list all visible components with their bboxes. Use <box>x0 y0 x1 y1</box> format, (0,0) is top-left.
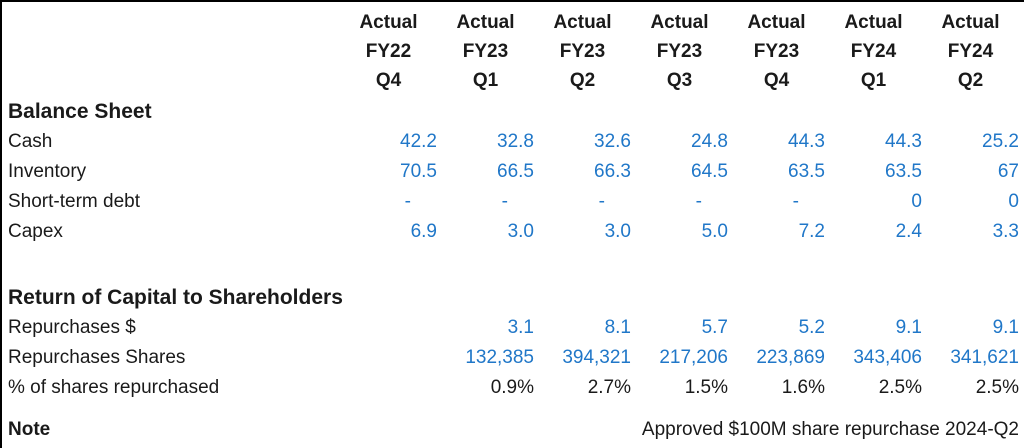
cell-value[interactable]: 66.5 <box>497 161 534 182</box>
cell-value[interactable]: 341,621 <box>950 347 1019 368</box>
column-header-fy23-q2[interactable]: Actual FY23 Q2 <box>534 8 631 95</box>
row-inventory: Inventory 70.5 66.5 66.3 64.5 63.5 63.5 … <box>8 157 1019 187</box>
column-header-fy23-q1[interactable]: Actual FY23 Q1 <box>437 8 534 95</box>
scenario-label: Actual <box>456 12 515 33</box>
cell-value[interactable]: 63.5 <box>885 161 922 182</box>
cell-value[interactable]: 9.1 <box>895 317 922 338</box>
quarter-label: Q1 <box>472 70 499 91</box>
row-repurchases-dollars: Repurchases $ 3.1 8.1 5.7 5.2 9.1 9.1 <box>8 313 1019 343</box>
scenario-label: Actual <box>747 12 806 33</box>
cell-value[interactable]: 67 <box>997 161 1019 182</box>
row-cash: Cash 42.2 32.8 32.6 24.8 44.3 44.3 25.2 <box>8 127 1019 157</box>
column-header-fy23-q3[interactable]: Actual FY23 Q3 <box>631 8 728 95</box>
cell-value[interactable]: 66.3 <box>594 161 631 182</box>
scenario-label: Actual <box>844 12 903 33</box>
cell-value[interactable]: 343,406 <box>853 347 922 368</box>
quarter-label: Q4 <box>763 70 790 91</box>
fiscal-year-label: FY22 <box>365 41 412 62</box>
cell-value[interactable]: 44.3 <box>885 131 922 152</box>
fiscal-year-label: FY23 <box>753 41 800 62</box>
cell-value[interactable]: 0.9% <box>490 377 534 398</box>
column-header-fy22-q4[interactable]: Actual FY22 Q4 <box>340 8 437 95</box>
row-label-repurchases-dollars[interactable]: Repurchases $ <box>8 317 136 338</box>
section-title-return-of-capital[interactable]: Return of Capital to Shareholders <box>8 286 343 309</box>
cell-value[interactable]: 3.0 <box>604 221 631 242</box>
note-row: Note Approved $100M share repurchase 202… <box>8 415 1019 445</box>
row-label-inventory[interactable]: Inventory <box>8 161 87 182</box>
cell-value[interactable]: 25.2 <box>982 131 1019 152</box>
row-capex: Capex 6.9 3.0 3.0 5.0 7.2 2.4 3.3 <box>8 217 1019 247</box>
cell-value[interactable]: 2.4 <box>895 221 922 242</box>
cell-value[interactable]: 2.5% <box>975 377 1019 398</box>
row-percent-shares-repurchased: % of shares repurchased 0.9% 2.7% 1.5% 1… <box>8 373 1019 403</box>
cell-value[interactable]: - <box>598 191 605 212</box>
cell-value[interactable]: 132,385 <box>465 347 534 368</box>
cell-value[interactable]: 32.6 <box>594 131 631 152</box>
cell-value[interactable]: 8.1 <box>604 317 631 338</box>
cell-value[interactable]: 70.5 <box>400 161 437 182</box>
column-header-fy23-q4[interactable]: Actual FY23 Q4 <box>728 8 825 95</box>
cell-value[interactable]: 5.7 <box>701 317 728 338</box>
cell-value[interactable]: 64.5 <box>691 161 728 182</box>
cell-value[interactable]: - <box>404 191 411 212</box>
cell-value[interactable]: - <box>501 191 508 212</box>
cell-value[interactable]: - <box>792 191 799 212</box>
quarter-label: Q2 <box>569 70 596 91</box>
cell-value[interactable]: 1.5% <box>684 377 728 398</box>
quarter-label: Q1 <box>860 70 887 91</box>
cell-value[interactable]: 7.2 <box>798 221 825 242</box>
scenario-label: Actual <box>553 12 612 33</box>
quarter-label: Q4 <box>375 70 402 91</box>
section-balance-sheet: Balance Sheet <box>8 97 1019 127</box>
cell-value[interactable]: 217,206 <box>659 347 728 368</box>
fiscal-year-label: FY24 <box>850 41 897 62</box>
section-title-balance-sheet[interactable]: Balance Sheet <box>8 100 152 123</box>
row-short-term-debt: Short-term debt - - - - - 0 0 <box>8 187 1019 217</box>
column-header-row: Actual FY22 Q4 Actual FY23 Q1 Actual FY2… <box>8 8 1019 95</box>
scenario-label: Actual <box>650 12 709 33</box>
cell-value[interactable]: 24.8 <box>691 131 728 152</box>
cell-value[interactable]: 63.5 <box>788 161 825 182</box>
cell-value[interactable]: 6.9 <box>410 221 437 242</box>
fiscal-year-label: FY24 <box>947 41 994 62</box>
column-header-fy24-q1[interactable]: Actual FY24 Q1 <box>825 8 922 95</box>
quarter-label: Q3 <box>666 70 693 91</box>
cell-value[interactable]: 5.0 <box>701 221 728 242</box>
cell-value[interactable]: 394,321 <box>562 347 631 368</box>
scenario-label: Actual <box>359 12 418 33</box>
cell-value[interactable]: 3.1 <box>507 317 534 338</box>
fiscal-year-label: FY23 <box>462 41 509 62</box>
cell-value[interactable]: 32.8 <box>497 131 534 152</box>
note-label[interactable]: Note <box>8 419 51 440</box>
row-label-percent-shares-repurchased[interactable]: % of shares repurchased <box>8 377 220 398</box>
row-label-capex[interactable]: Capex <box>8 221 63 242</box>
cell-value[interactable]: 42.2 <box>400 131 437 152</box>
cell-value[interactable]: - <box>695 191 702 212</box>
cell-value[interactable]: 0 <box>911 191 922 212</box>
cell-value[interactable]: 9.1 <box>992 317 1019 338</box>
cell-value[interactable]: 44.3 <box>788 131 825 152</box>
row-repurchases-shares: Repurchases Shares 132,385 394,321 217,2… <box>8 343 1019 373</box>
cell-value[interactable]: 5.2 <box>798 317 825 338</box>
row-label-repurchases-shares[interactable]: Repurchases Shares <box>8 347 186 368</box>
cell-value[interactable]: 0 <box>1008 191 1019 212</box>
row-label-cash[interactable]: Cash <box>8 131 53 152</box>
quarter-label: Q2 <box>957 70 984 91</box>
scenario-label: Actual <box>941 12 1000 33</box>
column-header-fy24-q2[interactable]: Actual FY24 Q2 <box>922 8 1019 95</box>
cell-value[interactable]: 3.0 <box>507 221 534 242</box>
fiscal-year-label: FY23 <box>656 41 703 62</box>
section-return-of-capital: Return of Capital to Shareholders <box>8 283 1019 313</box>
note-text[interactable]: Approved $100M share repurchase 2024-Q2 <box>641 419 1019 440</box>
cell-value[interactable]: 1.6% <box>781 377 825 398</box>
row-label-short-term-debt[interactable]: Short-term debt <box>8 191 140 212</box>
fiscal-year-label: FY23 <box>559 41 606 62</box>
cell-value[interactable]: 2.5% <box>878 377 922 398</box>
cell-value[interactable]: 2.7% <box>587 377 631 398</box>
cell-value[interactable]: 3.3 <box>992 221 1019 242</box>
cell-value[interactable]: 223,869 <box>756 347 825 368</box>
